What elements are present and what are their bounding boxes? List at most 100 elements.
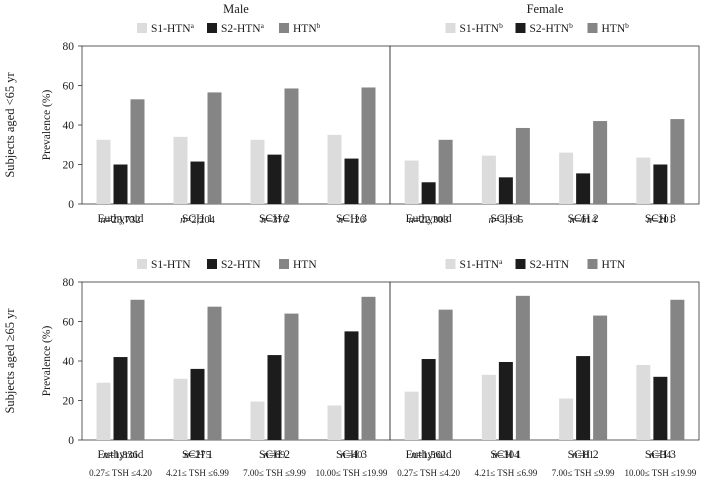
bar-htn-3 [593,121,608,204]
n-label: n=3,395 [488,215,523,226]
bar-htn-4 [361,296,376,440]
bar-htn-2 [207,92,222,204]
bar-htn-4 [361,87,376,204]
bar-s1-1 [96,382,111,440]
bar-s1-1 [404,160,419,204]
category-label: Euthyroid [406,449,452,461]
panel-frame [389,281,700,441]
bar-s2-1 [421,182,436,204]
legend-swatch-s1 [445,259,456,269]
legend-swatch-htn [279,23,289,33]
bar-s2-4 [653,376,668,440]
legend-swatch-s2 [207,259,217,269]
n-label: n=1,562 [411,450,446,461]
bar-s2-2 [498,177,513,204]
bar-s2-3 [576,173,591,204]
bar-htn-1 [438,139,453,204]
col-title-male: Male [223,2,249,16]
category-label: SCH 3 [336,213,367,225]
legend-label-htn: HTN [293,259,317,271]
category-label: SCH 2 [568,449,599,461]
bar-htn-4 [670,119,685,204]
tsh-range-label: 4.21≤ TSH ≤6.99 [475,468,538,478]
n-label: n=23,732 [100,215,140,226]
bar-s1-4 [327,134,342,204]
legend-swatch-s2 [207,23,217,33]
row-title-1: Subjects aged <65 yr [3,72,17,178]
n-label: n=22,303 [409,215,449,226]
tsh-range-label: 10.00≤ TSH ≤19.99 [625,468,697,478]
bar-s2-1 [421,359,436,440]
legend-swatch-htn [279,259,289,269]
y-tick-label: 0 [68,199,74,211]
bar-s1-4 [636,157,651,204]
category-label: SCH 3 [645,449,676,461]
bar-s2-1 [113,164,128,204]
n-label: n=201 [647,215,674,226]
bar-htn-4 [670,299,685,440]
bar-htn-2 [515,295,530,440]
legend: S1-HTNa S2-HTN HTN [445,257,626,272]
legend-label-htn: HTNb [602,21,630,36]
category-label: SCH 2 [259,449,290,461]
bar-s2-2 [190,161,205,204]
legend-swatch-htn [587,259,598,269]
legend-label-s2: S2-HTN [530,259,570,271]
bar-s1-1 [96,139,111,204]
panel-1: 0 20 40 60 80 Prevalence (%) Euthyroidn=23,732… [41,21,391,226]
category-label: Euthyroid [98,449,144,461]
bar-s1-3 [250,139,265,204]
category-label: SCH 2 [568,213,599,225]
category-label: SCH 3 [336,449,367,461]
panel-frame [389,45,700,205]
tsh-range-label: 7.00≤ TSH ≤9.99 [552,468,615,478]
category-label: SCH 1 [490,449,521,461]
legend: S1-HTNb S2-HTNb HTNb [445,21,630,36]
bar-s2-3 [267,154,282,204]
n-label: n=275 [184,450,211,461]
bar-s1-4 [636,364,651,440]
n-label: n=614 [570,215,598,226]
y-tick-label: 40 [63,356,75,368]
legend-swatch-s1 [445,23,456,33]
n-label: n=69 [264,450,286,461]
legend: S1-HTN S2-HTN HTN [137,259,317,271]
bar-s1-2 [481,155,496,204]
category-label: Euthyroid [98,213,144,225]
bar-s2-2 [190,368,205,440]
n-label: n=376 [261,215,288,226]
row-title-2: Subjects aged ≥65 yr [3,308,17,414]
bar-s2-4 [653,164,668,204]
bar-s1-2 [173,136,188,204]
tsh-range-label: 10.00≤ TSH ≤19.99 [316,468,388,478]
n-label: n=1,836 [103,450,138,461]
category-label: Euthyroid [406,213,452,225]
bar-s2-4 [344,158,359,204]
category-label: SCH 1 [490,213,521,225]
bar-s2-3 [576,356,591,440]
legend-label-s1: S1-HTNa [460,257,504,272]
legend-swatch-s2 [515,23,526,33]
y-tick-label: 60 [63,317,75,329]
col-title-female: Female [527,2,564,16]
legend: S1-HTNa S2-HTNa HTNb [137,21,321,36]
category-label: SCH 3 [645,213,676,225]
bar-s2-2 [498,361,513,440]
y-axis-title: Prevalence (%) [41,326,53,397]
y-tick-label: 0 [68,435,74,447]
legend-label-s2: S2-HTN [221,259,261,271]
n-label: n=126 [338,215,365,226]
bar-htn-1 [438,309,453,440]
legend-label-s2: S2-HTNa [221,21,265,36]
category-label: SCH 2 [259,213,290,225]
bar-htn-2 [207,306,222,440]
legend-label-s1: S1-HTNa [151,21,195,36]
bar-s1-3 [559,152,574,204]
bar-htn-3 [284,88,299,204]
n-label: n=304 [492,450,520,461]
legend-swatch-s2 [515,259,526,269]
legend-swatch-s1 [137,23,147,33]
bar-s1-2 [173,378,188,440]
